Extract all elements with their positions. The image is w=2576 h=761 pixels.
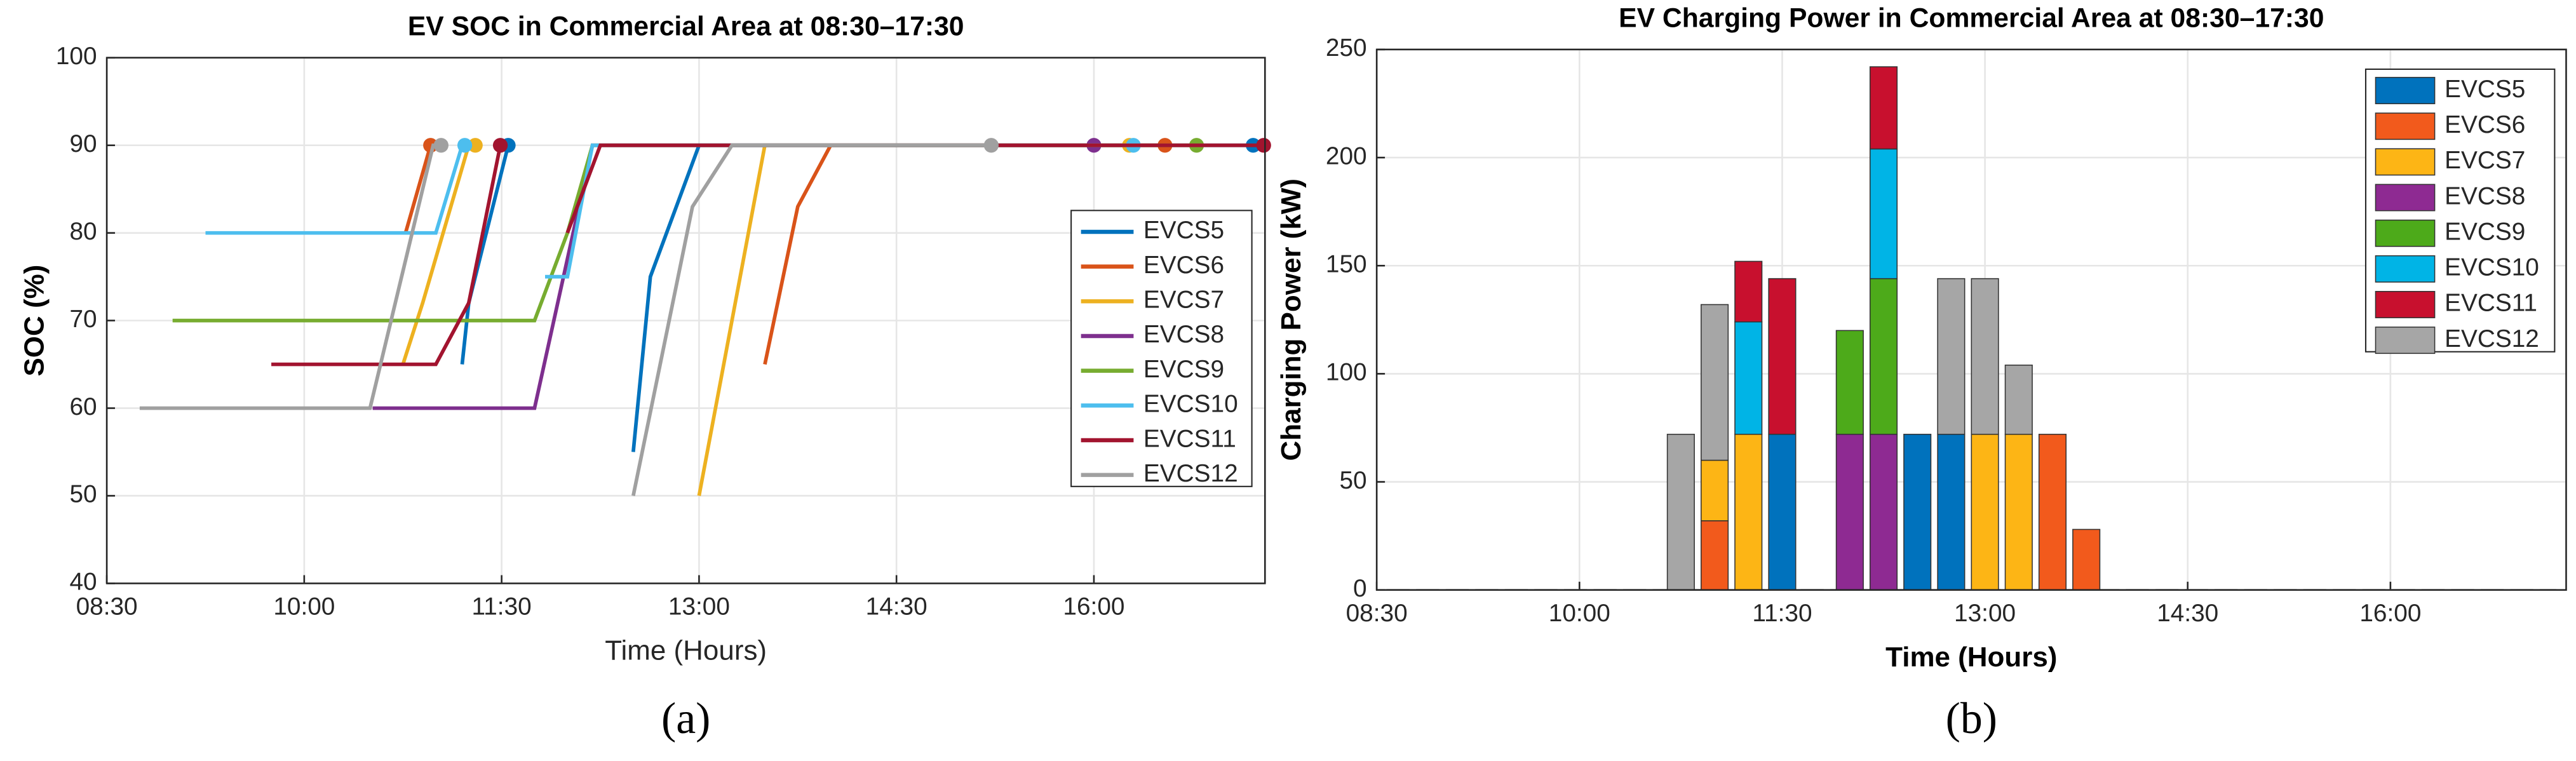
y-tick-label: 0 (1353, 575, 1367, 602)
legend-label: EVCS10 (2445, 254, 2539, 281)
legend-label: EVCS8 (1143, 321, 1224, 348)
end-marker (492, 138, 508, 153)
y-tick-label: 250 (1326, 34, 1367, 62)
y-tick-label: 100 (1326, 359, 1367, 386)
bar-segment (1835, 433, 1864, 591)
legend-swatch (2375, 184, 2436, 212)
legend-label: EVCS7 (2445, 147, 2525, 174)
end-marker (433, 138, 448, 153)
legend-swatch (2375, 77, 2436, 105)
legend-label: EVCS7 (1143, 286, 1224, 314)
y-tick-label: 60 (69, 393, 97, 421)
y-tick-label: 150 (1326, 250, 1367, 278)
y-tick-label: 50 (69, 481, 97, 508)
y-axis-label: Charging Power (kW) (1276, 178, 1307, 461)
legend-swatch (2375, 148, 2436, 176)
x-tick-label: 08:30 (76, 593, 138, 620)
x-tick-label: 10:00 (273, 593, 335, 620)
legend-label: EVCS6 (1143, 252, 1224, 279)
x-tick-label: 14:30 (2157, 600, 2218, 627)
y-tick-label: 80 (69, 218, 97, 245)
caption: (b) (1946, 694, 1997, 743)
legend-label: EVCS8 (2445, 182, 2525, 210)
y-tick-label: 100 (56, 43, 97, 70)
bar-segment (1869, 66, 1898, 150)
x-tick-label: 10:00 (1549, 600, 1610, 627)
bar-segment (1701, 459, 1729, 522)
legend-label: EVCS10 (1143, 391, 1238, 418)
y-axis-label: SOC (%) (19, 265, 50, 377)
y-tick-label: 90 (69, 130, 97, 158)
bar-segment (1666, 433, 1695, 591)
end-marker (1256, 138, 1271, 153)
bar-segment (2004, 433, 2033, 591)
x-tick-label: 11:30 (1752, 600, 1812, 627)
legend-label: EVCS12 (2445, 325, 2539, 353)
bar-segment (2072, 529, 2101, 591)
x-tick-label: 16:00 (2359, 600, 2421, 627)
end-marker (457, 138, 473, 153)
bar-segment (1734, 260, 1763, 323)
legend-label: EVCS11 (2445, 290, 2537, 317)
legend-label: EVCS5 (1143, 217, 1224, 244)
legend-label: EVCS9 (2445, 218, 2525, 245)
x-tick-label: 13:00 (1954, 600, 2016, 627)
x-tick-label: 16:00 (1063, 593, 1124, 620)
bar-segment (1835, 330, 1864, 435)
x-tick-label: 14:30 (866, 593, 927, 620)
bar-segment (1701, 520, 1729, 591)
bar-segment (1768, 433, 1797, 591)
bar-segment (1937, 278, 1966, 435)
plot-frame (105, 57, 1266, 584)
bar-segment (1971, 433, 1999, 591)
x-tick-label: 11:30 (472, 593, 532, 620)
y-tick-label: 70 (69, 306, 97, 333)
bar-segment (2038, 433, 2067, 591)
caption: (a) (661, 694, 710, 743)
x-tick-label: 13:00 (668, 593, 730, 620)
legend-label: EVCS9 (1143, 356, 1224, 383)
end-marker (468, 138, 483, 153)
y-tick-label: 40 (69, 569, 97, 596)
bar-segment (1734, 321, 1763, 435)
y-tick-label: 200 (1326, 142, 1367, 170)
legend-swatch (2375, 219, 2436, 247)
x-tick-label: 08:30 (1346, 600, 1408, 627)
bar-segment (1971, 278, 1999, 435)
series-line (271, 143, 1264, 367)
legend-swatch (2375, 291, 2436, 318)
legend-label: EVCS12 (1143, 460, 1238, 487)
legend-label: EVCS6 (2445, 111, 2525, 138)
y-tick-label: 50 (1339, 467, 1366, 494)
bar-segment (1937, 433, 1966, 591)
legend-swatch (2375, 327, 2436, 354)
bar-segment (1869, 433, 1898, 591)
end-marker (423, 138, 438, 153)
bar-segment (1734, 433, 1763, 591)
bar-segment (1768, 278, 1797, 435)
chart-title: EV Charging Power in Commercial Area at … (1619, 3, 2324, 34)
bar-segment (2004, 365, 2033, 435)
legend-swatch (2375, 112, 2436, 140)
plot-frame (1375, 48, 2567, 591)
x-axis-label: Time (Hours) (1885, 642, 2057, 673)
bar-segment (1903, 433, 1932, 591)
bar-segment (1869, 148, 1898, 279)
legend-label: EVCS11 (1143, 425, 1236, 452)
legend-label: EVCS5 (2445, 76, 2525, 103)
bar-segment (1701, 304, 1729, 461)
bar-segment (1869, 278, 1898, 435)
x-axis-label: Time (Hours) (605, 635, 767, 666)
end-marker (983, 138, 999, 153)
legend-swatch (2375, 255, 2436, 283)
chart-title: EV SOC in Commercial Area at 08:30–17:30 (408, 11, 964, 42)
